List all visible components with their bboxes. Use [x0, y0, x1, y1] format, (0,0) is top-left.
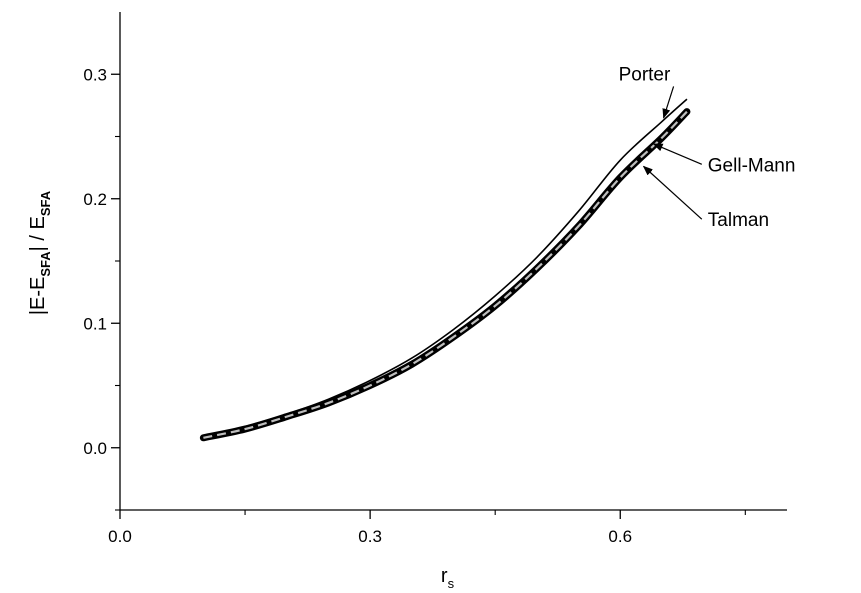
- series-line-porter: [203, 98, 688, 438]
- y-axis-title-sub: SFA: [38, 251, 53, 277]
- x-axis-title: rs: [441, 565, 455, 591]
- series-line-talman: [203, 110, 688, 439]
- x-tick-label: 0.6: [608, 527, 632, 546]
- y-axis-title-main: | / E: [27, 216, 49, 251]
- y-tick-label: 0.3: [83, 65, 107, 84]
- series-line-gell-mann: [199, 108, 691, 442]
- x-tick-label: 0.0: [108, 527, 132, 546]
- y-tick-label: 0.0: [83, 439, 107, 458]
- y-axis-title-sub: SFA: [38, 190, 53, 216]
- axis-titles: rs|E-ESFA| / ESFA: [27, 190, 455, 591]
- annotation-label-porter: Porter: [619, 64, 671, 85]
- annotation-label-talman: Talman: [708, 210, 769, 231]
- axes: 0.0 0.3 0.6 0.0 0.1 0.2 0.3: [83, 12, 787, 546]
- annotation-arrow-gell-mann: [652, 143, 703, 165]
- x-tick-label: 0.3: [358, 527, 382, 546]
- y-axis-title: |E-ESFA| / ESFA: [27, 190, 53, 315]
- x-axis-title-main: r: [441, 565, 448, 587]
- y-axis-title-main: |E-E: [27, 277, 49, 316]
- y-tick-label: 0.2: [83, 190, 107, 209]
- series-group: [199, 98, 691, 442]
- annotation-arrow-porter: [662, 86, 675, 119]
- annotation-label-gell-mann: Gell-Mann: [708, 155, 796, 176]
- y-tick-label: 0.1: [83, 314, 107, 333]
- annotation-arrow-talman: [642, 165, 703, 220]
- annotations-group: Porter Gell-Mann Talman: [619, 64, 796, 231]
- x-axis-title-sub: s: [448, 576, 455, 591]
